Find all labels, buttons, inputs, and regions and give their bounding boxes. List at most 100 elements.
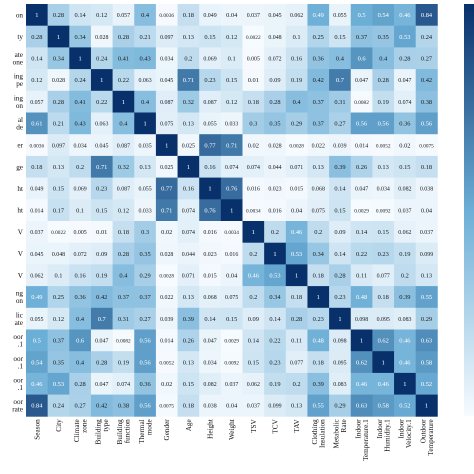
row-label: er [17,142,23,150]
cell-value-label: 0.074 [225,165,238,171]
cell-value-label: 0.84 [31,403,43,410]
column-labels: Season City Climatezone Buildingtype Buildin… [33,418,434,460]
heatmap-cell [372,90,395,113]
cell-value-label: 0.56 [356,121,367,128]
cell-value-label: 0.13 [313,164,324,171]
heatmap-cell [264,112,287,135]
cell-value-label: 0.63 [356,403,367,410]
cell-value-label: 1 [122,99,125,106]
heatmap-cell [394,242,417,265]
cell-value-label: 0.023 [268,187,281,193]
heatmap-cell [112,264,135,287]
cell-value-label: 1 [100,77,103,84]
heatmap-cell [264,177,287,200]
heatmap-cell [134,372,157,395]
heatmap-cell [112,155,135,178]
cell-value-label: 0.034 [160,56,173,62]
heatmap-cell [69,394,92,417]
cell-value-label: 0.12 [226,34,237,41]
heatmap-cell [372,69,395,92]
cell-value-label: 0.082 [203,382,216,388]
row-label: ht [17,207,23,215]
row-label: V [18,250,24,258]
heatmap-cell [177,242,200,265]
heatmap-cell [220,177,243,200]
cell-value-label: 0.58 [421,359,432,366]
cell-value-label: 0.31 [118,316,129,323]
cell-value-label: 0.14 [356,229,368,236]
heatmap-cell [199,329,222,352]
cell-value-label: 0.37 [356,34,368,41]
cell-value-label: 0.26 [183,338,194,345]
cell-value-label: 0.15 [226,316,237,323]
cell-value-label: 0.02 [399,142,410,149]
heatmap-cell [47,199,70,222]
heatmap-cell [220,329,243,352]
heatmap-cell [220,242,243,265]
cell-value-label: 0.12 [53,316,64,323]
heatmap-cell [220,351,243,374]
heatmap-cell [285,372,308,395]
heatmap-cell [199,372,222,395]
heatmap-cell [372,134,395,157]
heatmap-cell [199,199,222,222]
heatmap-cell [177,199,200,222]
cell-value-label: 0.0022 [51,230,66,236]
cell-value-label: 0.28 [291,316,302,323]
heatmap-cell [264,307,287,330]
cell-value-label: 0.047 [398,78,411,84]
heatmap-cell [90,242,113,265]
heatmap-cell [394,286,417,309]
heatmap-cell [242,286,265,309]
heatmap-cell [394,134,417,157]
heatmap-cell [47,4,70,27]
heatmap-cell [242,199,265,222]
cell-value-label: 0.15 [96,207,107,214]
heatmap-cell [372,307,395,330]
cell-value-label: 0.56 [139,338,150,345]
cell-value-label: 0.055 [333,13,346,19]
heatmap-cell [177,372,200,395]
heatmap-cell [220,155,243,178]
heatmap-cell [220,4,243,27]
cell-value-label: 0.074 [182,208,195,214]
heatmap-cell [134,221,157,244]
cell-value-label: 0.21 [53,121,64,128]
heatmap-cell [372,177,395,200]
heatmap-cell [285,177,308,200]
cell-value-label: 0.0092 [376,208,391,214]
column-label: Gender [163,419,171,441]
heatmap-cell [26,286,49,309]
heatmap-cell [350,264,373,287]
heatmap-cell [47,286,70,309]
heatmap-cell [220,25,243,48]
heatmap-cell [90,25,113,48]
cell-value-label: 0.0028 [159,273,174,279]
heatmap-cell [155,112,178,135]
heatmap-cell [199,69,222,92]
heatmap-cell [90,286,113,309]
cell-value-label: 0.022 [312,143,325,149]
heatmap-cell [415,69,438,92]
cell-value-label: 0.071 [290,165,303,171]
row-label: ng on [16,290,24,306]
row-label: ate one [13,51,23,67]
cell-value-label: 0.2 [249,251,257,258]
cell-value-label: 0.26 [356,164,367,171]
cell-value-label: 0.082 [398,187,411,193]
cell-value-label: 0.35 [139,251,150,258]
column-label: Thermalmode [138,419,154,443]
heatmap-cell [134,264,157,287]
heatmap-cell [329,25,352,48]
cell-value-label: 0.049 [203,13,216,19]
heatmap-cell [69,177,92,200]
heatmap-cell [264,4,287,27]
heatmap-cell [285,221,308,244]
cell-value-label: 0.13 [183,34,194,41]
heatmap-cell [329,134,352,157]
heatmap-cell [307,242,330,265]
heatmap-cell [372,199,395,222]
cell-value-label: 0.28 [75,381,86,388]
cell-value-label: 0.4 [76,316,85,323]
cell-value-label: 0.24 [53,403,65,410]
